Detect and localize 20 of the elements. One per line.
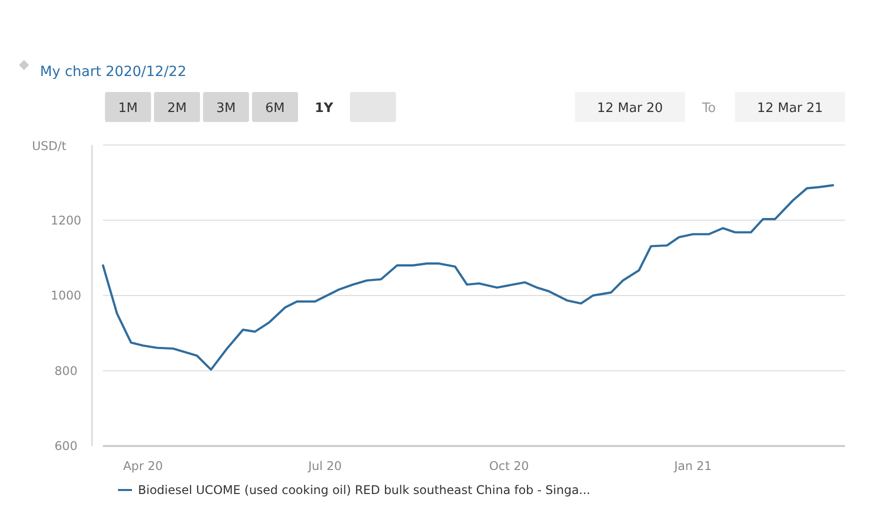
text: 1M [118, 101, 138, 116]
text: 2M [167, 101, 187, 116]
x-tick-label: Oct 20 [489, 459, 529, 473]
y-tick-label: 1200 [50, 213, 82, 228]
text: To [701, 101, 716, 116]
text: 1Y [314, 101, 334, 116]
y-tick-label: 800 [54, 364, 78, 378]
x-tick-label: Jan 21 [673, 459, 712, 473]
text: 6M [265, 101, 285, 116]
text: 3M [216, 101, 236, 116]
line-series [102, 184, 834, 371]
x-tick-label: Apr 20 [123, 459, 163, 473]
text: 12 Mar 20 [597, 101, 663, 116]
text: 12 Mar 21 [757, 101, 823, 116]
legend-label: Biodiesel UCOME (used cooking oil) RED bulk southeast China fob - Singa... [138, 483, 590, 497]
chart-title: My chart 2020/12/22 [40, 64, 186, 80]
y-tick-label: 1000 [50, 288, 82, 302]
x-tick-label: Jul 20 [307, 459, 342, 473]
y-axis-title: USD/t [32, 139, 67, 153]
y-tick-label: 600 [54, 439, 78, 453]
